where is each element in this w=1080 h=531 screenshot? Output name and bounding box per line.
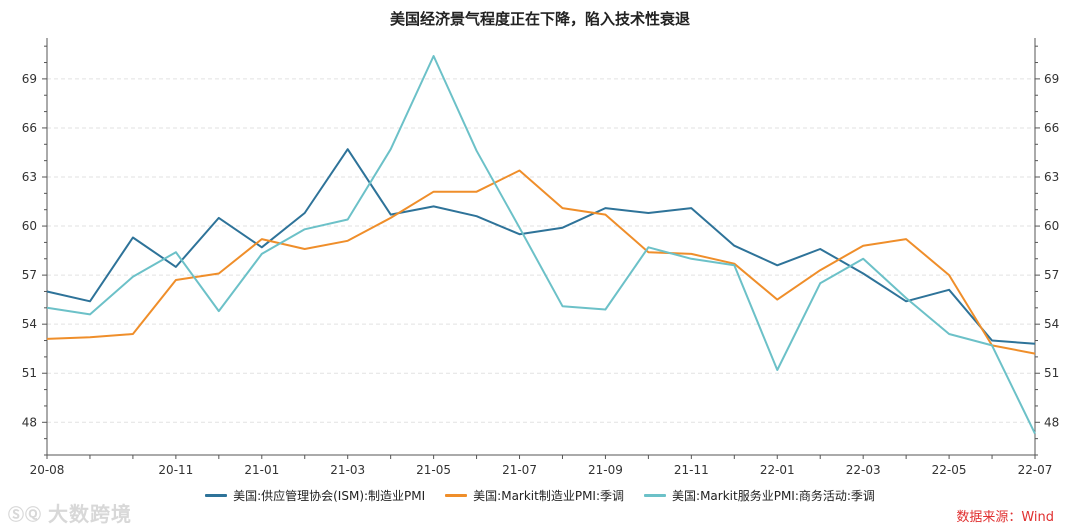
xtick-label-22-07: 22-07 <box>1018 463 1053 477</box>
legend-swatch-markit-mfg <box>445 494 468 497</box>
xtick-label-21-07: 21-07 <box>502 463 537 477</box>
xtick-label-21-09: 21-09 <box>588 463 623 477</box>
ytick-left-51: 51 <box>22 366 37 380</box>
series-line-0 <box>46 148 1036 345</box>
legend-item-markit-services[interactable]: 美国:Markit服务业PMI:商务活动:季调 <box>644 487 875 504</box>
xtick-label-20-08: 20-08 <box>30 463 65 477</box>
gridlines <box>47 78 1035 423</box>
legend-item-markit-manufacturing[interactable]: 美国:Markit制造业PMI:季调 <box>445 487 624 504</box>
ytick-right-63: 63 <box>1044 170 1059 184</box>
ytick-right-54: 54 <box>1044 317 1059 331</box>
xtick-label-20-11: 20-11 <box>158 463 193 477</box>
xtick-label-22-05: 22-05 <box>932 463 967 477</box>
ytick-right-66: 66 <box>1044 121 1059 135</box>
ytick-right-48: 48 <box>1044 415 1059 429</box>
series-line-2 <box>46 55 1036 435</box>
legend-item-ism-manufacturing[interactable]: 美国:供应管理协会(ISM):制造业PMI <box>205 487 425 504</box>
legend: 美国:供应管理协会(ISM):制造业PMI 美国:Markit制造业PMI:季调… <box>0 487 1080 504</box>
legend-swatch-markit-svc <box>644 494 667 497</box>
series-lines <box>46 55 1036 435</box>
xtick-label-22-03: 22-03 <box>846 463 881 477</box>
legend-label-markit-mfg: 美国:Markit制造业PMI:季调 <box>473 489 625 503</box>
axes: 48 48 51 51 54 54 57 57 60 60 63 63 66 66 69 69 20-08 20-… <box>22 38 1059 477</box>
watermark: ⓈⓆ 大数跨境 <box>8 498 132 527</box>
xtick-label-21-11: 21-11 <box>674 463 709 477</box>
xtick-label-21-05: 21-05 <box>416 463 451 477</box>
xtick-label-21-03: 21-03 <box>330 463 365 477</box>
ytick-left-48: 48 <box>22 415 37 429</box>
ytick-right-57: 57 <box>1044 268 1059 282</box>
sq-logo-icon: ⓈⓆ <box>8 504 43 524</box>
ytick-left-60: 60 <box>22 219 37 233</box>
xtick-label-21-01: 21-01 <box>244 463 279 477</box>
ytick-left-69: 69 <box>22 72 37 86</box>
series-line-1 <box>46 169 1036 355</box>
ytick-right-69: 69 <box>1044 72 1059 86</box>
xtick-label-22-01: 22-01 <box>760 463 795 477</box>
chart-title: 美国经济景气程度正在下降，陷入技术性衰退 <box>389 10 690 28</box>
legend-swatch-ism <box>205 494 228 497</box>
ytick-left-57: 57 <box>22 268 37 282</box>
legend-label-markit-svc: 美国:Markit服务业PMI:商务活动:季调 <box>672 489 875 503</box>
ytick-right-51: 51 <box>1044 366 1059 380</box>
legend-label-ism: 美国:供应管理协会(ISM):制造业PMI <box>233 489 426 503</box>
ytick-right-60: 60 <box>1044 219 1059 233</box>
ytick-left-66: 66 <box>22 121 37 135</box>
watermark-text: 大数跨境 <box>48 502 133 526</box>
ytick-left-63: 63 <box>22 170 37 184</box>
ytick-left-54: 54 <box>22 317 37 331</box>
source-note: 数据来源：Wind <box>956 510 1054 525</box>
